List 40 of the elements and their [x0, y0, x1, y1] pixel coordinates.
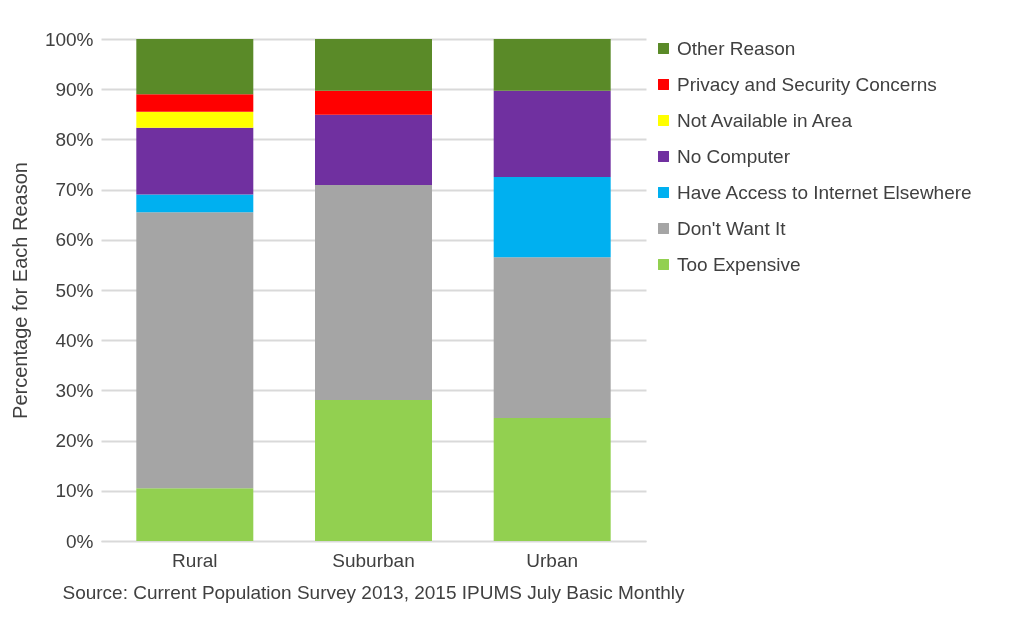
legend-label: Not Available in Area [677, 109, 853, 131]
y-tick-label: 30% [55, 379, 94, 401]
source-note: Source: Current Population Survey 2013, 2015 IPUMS July Basic Monthly [62, 582, 686, 603]
legend-label: Have Access to Internet Elsewhere [677, 181, 972, 203]
bar [493, 177, 611, 258]
y-tick-label: 70% [55, 179, 94, 201]
legend-label: Too Expensive [677, 253, 801, 275]
y-tick-label: 100% [44, 28, 94, 50]
y-tick-label: 90% [55, 78, 94, 100]
bar [136, 212, 254, 489]
bar [136, 127, 254, 195]
x-tick-label: Suburban [332, 549, 415, 571]
bar [315, 399, 432, 541]
bar [315, 114, 432, 186]
y-tick-label: 0% [66, 530, 94, 552]
bar [493, 39, 611, 91]
bar [315, 39, 432, 91]
bar [136, 94, 254, 112]
x-tick-label: Rural [172, 549, 218, 571]
y-tick-label: 50% [55, 279, 94, 301]
y-tick-label: 10% [55, 480, 94, 502]
legend-label: Other Reason [677, 37, 796, 59]
bar [136, 111, 254, 128]
bar [136, 488, 254, 541]
y-tick-label: 20% [55, 430, 94, 452]
bar [136, 39, 254, 95]
y-axis-title: Percentage for Each Reason [8, 162, 31, 419]
bar [315, 90, 432, 115]
y-tick-label: 80% [55, 128, 94, 150]
legend-label: Privacy and Security Concerns [677, 73, 937, 95]
legend-label: No Computer [677, 145, 791, 167]
bar [493, 418, 611, 541]
bar [493, 90, 611, 178]
y-tick-label: 60% [55, 229, 94, 251]
y-tick-label: 40% [55, 329, 94, 351]
bar [493, 257, 611, 419]
x-tick-label: Urban [526, 549, 579, 571]
legend-label: Don't Want It [677, 217, 787, 239]
bar [315, 185, 432, 400]
bar [136, 194, 254, 213]
